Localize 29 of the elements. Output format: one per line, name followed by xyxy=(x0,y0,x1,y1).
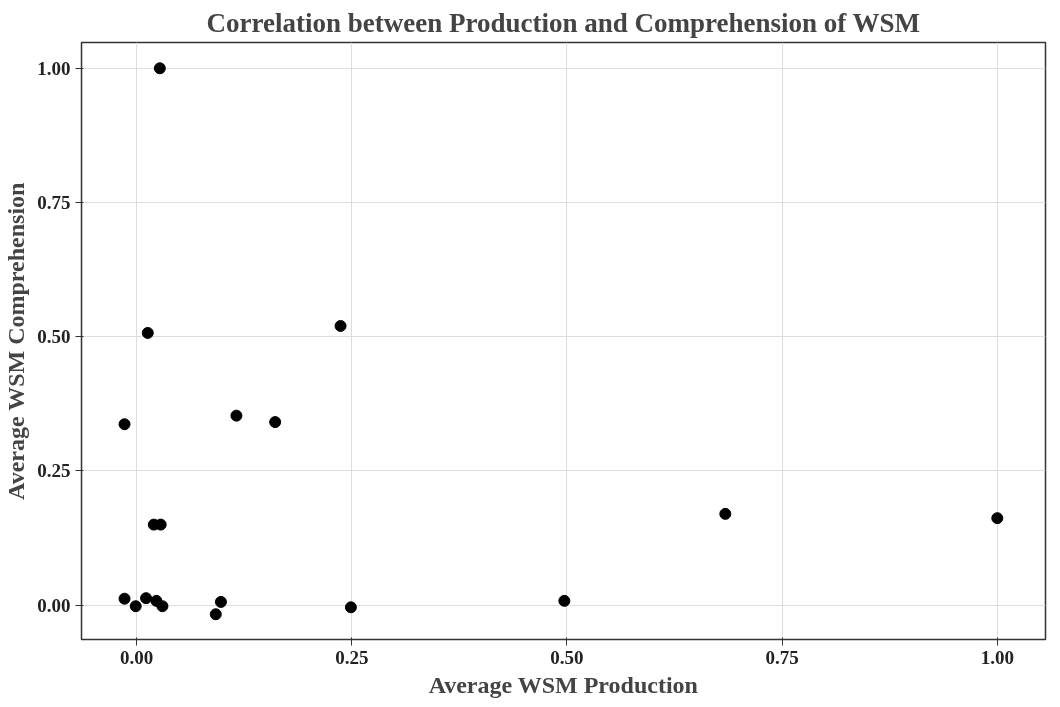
x-tick-label: 1.00 xyxy=(980,646,1014,668)
point xyxy=(230,409,243,422)
point xyxy=(118,592,131,605)
y-tick-label: 0.00 xyxy=(37,594,71,616)
point xyxy=(719,507,732,520)
y-tick-label: 0.50 xyxy=(37,326,71,348)
x-tick-label: 0.50 xyxy=(550,646,584,668)
point xyxy=(344,601,357,614)
x-tick-label: 0.00 xyxy=(119,646,154,668)
point xyxy=(118,418,131,431)
y-tick-label: 0.25 xyxy=(37,460,71,482)
point xyxy=(129,600,142,613)
point xyxy=(140,592,153,605)
y-tick-label: 1.00 xyxy=(37,57,71,79)
y-tick-label: 0.75 xyxy=(37,191,71,213)
point xyxy=(156,600,169,613)
point xyxy=(558,594,571,607)
chart-title: Correlation between Production and Comprehension of WSM xyxy=(206,7,921,38)
x-tick-label: 0.75 xyxy=(765,646,799,668)
y-axis-title: Average WSM Comprehension xyxy=(3,182,30,500)
point xyxy=(334,319,347,332)
x-axis-title: Average WSM Production xyxy=(428,671,698,698)
point xyxy=(214,595,227,608)
point xyxy=(209,608,222,621)
x-tick-label: 0.25 xyxy=(335,646,369,668)
point xyxy=(141,326,154,339)
point xyxy=(991,512,1004,525)
point xyxy=(153,62,166,75)
point xyxy=(269,416,282,429)
